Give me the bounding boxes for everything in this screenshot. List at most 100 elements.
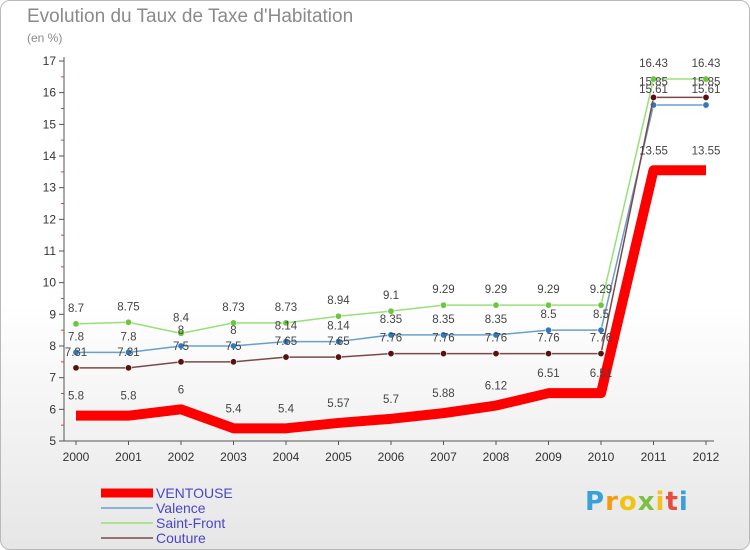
data-point (387, 331, 395, 339)
y-tick-label: 6 (49, 402, 56, 416)
chart-title: Evolution du Taux de Taxe d'Habitation (27, 6, 354, 27)
y-tick-label: 5 (49, 434, 56, 448)
data-label: 7.76 (485, 333, 507, 345)
x-tick-label: 2007 (430, 450, 457, 464)
data-label: 8.35 (432, 314, 454, 326)
y-tick-label: 7 (49, 371, 56, 385)
data-label: 15.61 (692, 84, 721, 96)
data-point (334, 338, 342, 346)
legend-label: Couture (156, 530, 206, 546)
y-tick-label: 11 (44, 244, 57, 258)
logo-letter: t (665, 487, 679, 517)
data-label: 7.8 (121, 331, 137, 343)
data-point (230, 358, 238, 366)
proxiti-logo: Proxiti (585, 487, 689, 517)
data-point (387, 350, 395, 358)
data-label: 7.31 (117, 347, 139, 359)
series-lines (72, 75, 710, 434)
x-tick-label: 2009 (535, 450, 562, 464)
legend-label: Saint-Front (156, 515, 225, 531)
data-label: 7.76 (590, 333, 612, 345)
y-tick-label: 9 (49, 307, 56, 321)
data-label: 15.85 (692, 76, 721, 88)
data-label: 13.55 (639, 145, 668, 157)
data-label: 8.35 (380, 314, 402, 326)
data-label: 8.73 (275, 302, 297, 314)
data-point (230, 342, 238, 350)
x-tick-label: 2011 (641, 450, 667, 464)
data-label: 6.51 (537, 368, 559, 380)
data-point (492, 331, 500, 339)
data-label: 7.5 (173, 341, 189, 353)
data-label: 8.73 (222, 302, 244, 314)
data-label: 5.4 (278, 403, 295, 415)
data-label: 8.5 (541, 309, 557, 321)
y-tick-label: 10 (43, 276, 57, 290)
x-tick-label: 2002 (168, 450, 195, 464)
data-label: 8 (178, 325, 184, 337)
x-tick-label: 2003 (220, 450, 247, 464)
data-point (177, 358, 185, 366)
data-label: 8.94 (327, 295, 350, 307)
legend-label: VENTOUSE (156, 485, 233, 501)
legend-label: Valence (156, 500, 206, 516)
logo-letter: o (618, 487, 638, 517)
data-label: 8.7 (68, 303, 84, 315)
x-tick-label: 2004 (273, 450, 300, 464)
data-label: 7.5 (226, 341, 242, 353)
data-label: 5.8 (121, 391, 137, 403)
y-tick-label: 17 (43, 54, 57, 68)
data-point (125, 364, 133, 372)
data-label: 5.88 (432, 388, 454, 400)
data-point (439, 331, 447, 339)
data-label: 7.65 (327, 336, 349, 348)
logo-letter: x (637, 487, 656, 517)
data-point (72, 348, 80, 356)
logo-letter: i (655, 487, 666, 517)
unit-label: (en %) (27, 31, 63, 45)
x-tick-label: 2010 (588, 450, 615, 464)
y-tick-label: 14 (43, 149, 57, 163)
data-point (334, 312, 342, 320)
data-point (282, 338, 290, 346)
data-label: 5.7 (383, 394, 399, 406)
data-label: 6.51 (590, 368, 612, 380)
data-label: 5.57 (327, 398, 349, 410)
y-tick-label: 15 (43, 117, 57, 131)
data-point (597, 326, 605, 334)
data-point (492, 350, 500, 358)
data-point (597, 350, 605, 358)
data-point (439, 350, 447, 358)
data-label: 5.4 (226, 403, 243, 415)
data-point (230, 319, 238, 327)
data-label: 5.8 (68, 391, 84, 403)
data-point (387, 307, 395, 315)
data-point (125, 318, 133, 326)
data-label: 7.65 (275, 336, 297, 348)
logo-letter: P (585, 487, 606, 517)
x-tick-label: 2006 (378, 450, 405, 464)
data-point (282, 319, 290, 327)
data-label: 8.75 (117, 301, 139, 313)
data-label: 9.1 (383, 290, 399, 302)
logo-letter: r (605, 487, 619, 517)
data-point (439, 301, 447, 309)
y-tick-label: 13 (43, 181, 57, 195)
data-point (597, 301, 605, 309)
data-labels: 8.7 8.75 8.4 8.73 8.73 8.94 9.1 9.29 9.29 9.29 9.2… (65, 58, 721, 415)
y-tick-label: 8 (49, 339, 56, 353)
y-tick-label: 16 (43, 86, 57, 100)
data-label: 7.76 (537, 333, 559, 345)
data-label: 6 (178, 384, 184, 396)
data-label: 8.14 (327, 321, 350, 333)
data-point (649, 93, 657, 101)
data-label: 8.14 (275, 321, 298, 333)
data-point (702, 75, 710, 83)
data-label: 16.43 (639, 58, 668, 70)
series-line-ventouse (76, 165, 706, 434)
data-point (72, 364, 80, 372)
data-label: 7.8 (68, 331, 84, 343)
data-label: 13.55 (692, 145, 721, 157)
